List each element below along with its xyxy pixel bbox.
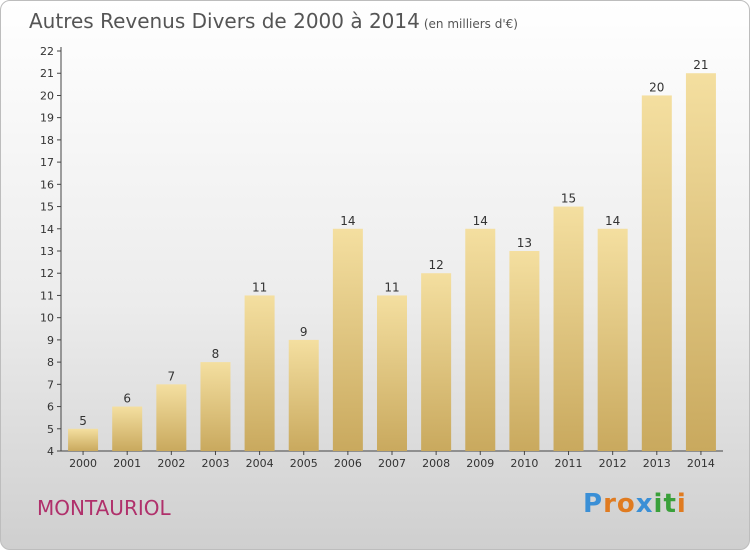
bar <box>685 73 716 451</box>
logo-letter: P <box>583 489 604 519</box>
data-label: 5 <box>79 414 87 428</box>
data-label: 20 <box>649 80 664 94</box>
x-tick-label: 2009 <box>466 457 494 470</box>
proxiti-logo[interactable]: Proxiti <box>583 489 687 519</box>
y-tick-label: 6 <box>47 401 54 414</box>
x-tick-label: 2001 <box>113 457 141 470</box>
x-tick-label: 2010 <box>510 457 538 470</box>
chart-data-labels: 5 6 7 8 11 9 14 11 12 14 13 15 14 20 21 <box>79 58 708 428</box>
data-label: 11 <box>252 280 267 294</box>
bar <box>377 295 407 451</box>
logo-letter: i <box>653 489 664 519</box>
chart-title-main: Autres Revenus Divers de 2000 à 2014 <box>29 9 420 33</box>
logo-letter: t <box>663 489 677 519</box>
chart-title: Autres Revenus Divers de 2000 à 2014 (en … <box>29 9 518 33</box>
x-tick-label: 2008 <box>422 457 450 470</box>
data-label: 9 <box>300 325 308 339</box>
data-label: 14 <box>340 214 355 228</box>
bar <box>68 428 99 451</box>
y-tick-label: 16 <box>40 178 54 191</box>
x-tick-label: 2011 <box>555 457 583 470</box>
data-label: 14 <box>473 214 488 228</box>
bar <box>465 228 496 451</box>
y-tick-label: 7 <box>47 378 54 391</box>
data-label: 8 <box>212 347 220 361</box>
data-label: 7 <box>168 369 176 383</box>
y-tick-label: 13 <box>40 245 54 258</box>
chart-subtitle: (en milliers d'€) <box>423 17 518 31</box>
x-tick-label: 2003 <box>201 457 229 470</box>
y-tick-label: 5 <box>47 423 54 436</box>
bar <box>156 384 187 451</box>
chart-axes: 4 5 6 7 8 9 10 11 12 13 14 15 16 17 18 19 20 21 22 2000 2001… <box>40 45 723 470</box>
y-tick-label: 8 <box>47 356 54 369</box>
y-tick-label: 11 <box>40 289 54 302</box>
logo-letter: i <box>676 489 687 519</box>
logo-letter: x <box>635 489 654 519</box>
y-tick-label: 4 <box>47 445 54 458</box>
logo-letter: r <box>603 489 617 519</box>
y-tick-label: 14 <box>40 223 54 236</box>
data-label: 14 <box>605 214 620 228</box>
x-tick-label: 2004 <box>246 457 274 470</box>
x-tick-label: 2013 <box>643 457 671 470</box>
data-label: 12 <box>428 258 443 272</box>
logo-letter: o <box>616 489 636 519</box>
bar <box>288 339 319 451</box>
x-tick-label: 2005 <box>290 457 318 470</box>
bar <box>641 95 672 451</box>
location-name: MONTAURIOL <box>37 496 171 520</box>
data-label: 11 <box>384 280 399 294</box>
y-tick-label: 15 <box>40 201 54 214</box>
bar <box>421 273 452 451</box>
bar <box>597 228 628 451</box>
bar <box>112 406 143 451</box>
x-tick-label: 2002 <box>157 457 185 470</box>
data-label: 15 <box>561 192 576 206</box>
data-label: 13 <box>517 236 532 250</box>
bar <box>509 251 540 451</box>
y-tick-label: 17 <box>40 156 54 169</box>
x-tick-label: 2006 <box>334 457 362 470</box>
y-tick-label: 10 <box>40 312 54 325</box>
x-tick-label: 2012 <box>599 457 627 470</box>
x-tick-label: 2014 <box>687 457 715 470</box>
y-tick-label: 18 <box>40 134 54 147</box>
bar <box>332 228 363 451</box>
y-tick-label: 19 <box>40 112 54 125</box>
bar <box>244 295 275 451</box>
bar <box>200 362 231 451</box>
data-label: 21 <box>693 58 708 72</box>
x-tick-label: 2000 <box>69 457 97 470</box>
y-tick-label: 12 <box>40 267 54 280</box>
bar <box>553 206 584 451</box>
y-tick-label: 22 <box>40 45 54 58</box>
data-label: 6 <box>123 392 131 406</box>
x-tick-label: 2007 <box>378 457 406 470</box>
y-tick-label: 21 <box>40 67 54 80</box>
y-tick-label: 9 <box>47 334 54 347</box>
chart-bars <box>68 73 716 451</box>
y-tick-label: 20 <box>40 89 54 102</box>
